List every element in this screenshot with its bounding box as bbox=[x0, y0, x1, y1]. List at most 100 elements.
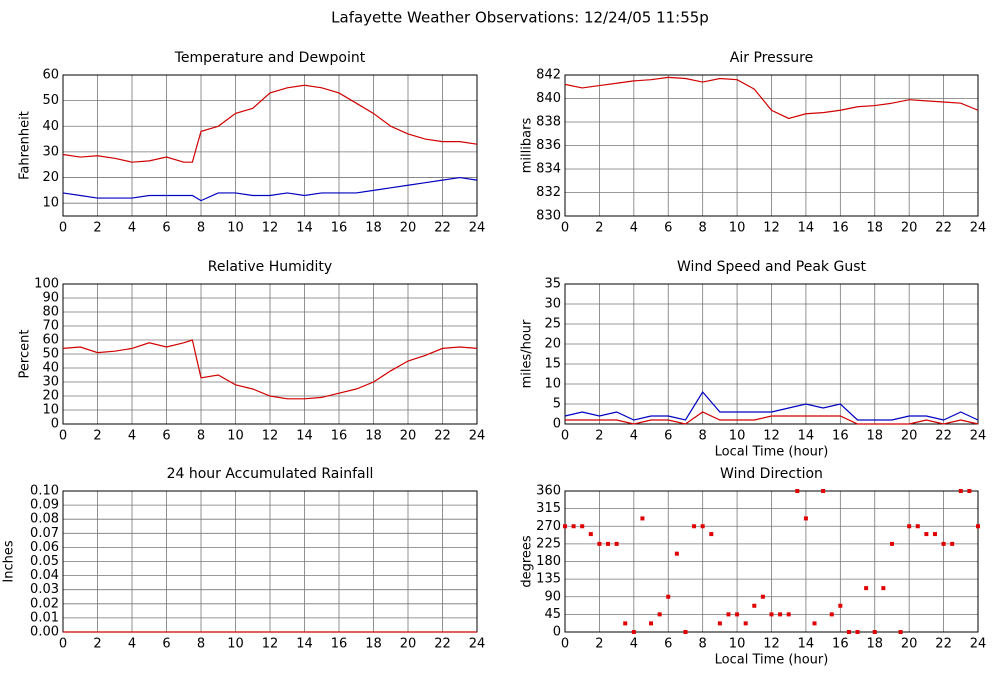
data-point bbox=[907, 524, 912, 529]
x-tick-label: 24 bbox=[469, 637, 486, 652]
x-tick-label: 8 bbox=[699, 637, 707, 652]
data-point bbox=[778, 612, 783, 617]
y-tick-label: 90 bbox=[544, 589, 561, 604]
x-tick-label: 14 bbox=[798, 429, 815, 444]
x-tick-label: 20 bbox=[400, 637, 417, 652]
plot-frame bbox=[62, 283, 478, 425]
x-tick-label: 12 bbox=[763, 221, 780, 236]
data-point bbox=[631, 630, 636, 634]
data-point bbox=[924, 532, 929, 537]
x-tick-label: 18 bbox=[365, 637, 382, 652]
data-line bbox=[62, 339, 478, 400]
x-tick-label: 4 bbox=[630, 429, 638, 444]
y-tick-label: 25 bbox=[544, 317, 561, 332]
y-tick-label: 90 bbox=[42, 291, 59, 306]
x-tick-label: 16 bbox=[331, 429, 348, 444]
data-point bbox=[735, 612, 740, 617]
x-tick-label: 22 bbox=[434, 637, 451, 652]
y-tick-label: 50 bbox=[42, 93, 59, 108]
y-tick-label: 40 bbox=[42, 361, 59, 376]
data-line bbox=[565, 411, 979, 425]
y-tick-label: 70 bbox=[42, 319, 59, 334]
data-point bbox=[967, 489, 972, 493]
y-tick-label: 45 bbox=[544, 607, 561, 622]
data-point bbox=[649, 621, 654, 626]
x-tick-label: 0 bbox=[561, 429, 569, 444]
x-tick-label: 14 bbox=[798, 221, 815, 236]
y-tick-label: 30 bbox=[42, 375, 59, 390]
plot-frame bbox=[62, 74, 478, 217]
data-point bbox=[958, 489, 963, 493]
y-tick-label: 840 bbox=[536, 91, 561, 106]
y-tick-label: 315 bbox=[536, 501, 561, 516]
x-tick-label: 18 bbox=[365, 429, 382, 444]
x-tick-label: 14 bbox=[296, 429, 313, 444]
data-point bbox=[666, 594, 671, 599]
data-point bbox=[752, 603, 757, 608]
x-tick-label: 18 bbox=[365, 221, 382, 236]
x-tick-label: 6 bbox=[162, 637, 170, 652]
x-tick-label: 16 bbox=[832, 221, 849, 236]
data-point bbox=[889, 541, 894, 546]
x-tick-label: 6 bbox=[664, 221, 672, 236]
chart-title: Temperature and Dewpoint bbox=[174, 50, 366, 66]
plot-frame bbox=[564, 490, 979, 633]
data-point bbox=[623, 621, 628, 626]
x-axis-label: Local Time (hour) bbox=[715, 445, 829, 460]
y-tick-label: 270 bbox=[536, 519, 561, 534]
data-point bbox=[795, 489, 800, 493]
y-tick-label: 0.04 bbox=[30, 568, 59, 583]
x-tick-label: 10 bbox=[227, 221, 244, 236]
chart-title: Relative Humidity bbox=[208, 259, 332, 275]
data-point bbox=[821, 489, 826, 493]
data-point bbox=[855, 630, 860, 634]
data-line bbox=[62, 176, 478, 202]
y-tick-label: 842 bbox=[536, 68, 561, 83]
x-tick-label: 0 bbox=[561, 221, 569, 236]
x-tick-label: 20 bbox=[901, 429, 918, 444]
x-tick-label: 20 bbox=[901, 221, 918, 236]
y-tick-label: 832 bbox=[536, 185, 561, 200]
x-tick-label: 12 bbox=[262, 637, 279, 652]
x-tick-label: 6 bbox=[162, 221, 170, 236]
y-tick-label: 0.07 bbox=[30, 526, 59, 541]
y-tick-label: 10 bbox=[42, 196, 59, 211]
x-tick-label: 10 bbox=[227, 429, 244, 444]
data-point bbox=[692, 524, 697, 529]
y-axis-label: degrees bbox=[520, 535, 535, 588]
data-point bbox=[657, 612, 662, 617]
x-tick-label: 16 bbox=[832, 637, 849, 652]
x-tick-label: 0 bbox=[561, 637, 569, 652]
y-tick-label: 20 bbox=[42, 389, 59, 404]
y-tick-label: 0.09 bbox=[30, 498, 59, 513]
x-tick-label: 12 bbox=[262, 429, 279, 444]
x-tick-label: 8 bbox=[699, 429, 707, 444]
x-tick-label: 10 bbox=[227, 637, 244, 652]
y-tick-label: 50 bbox=[42, 347, 59, 362]
data-point bbox=[743, 621, 748, 626]
data-point bbox=[588, 532, 593, 537]
y-tick-label: 20 bbox=[42, 170, 59, 185]
data-line bbox=[62, 84, 478, 163]
y-axis-label: Inches bbox=[2, 540, 17, 582]
x-tick-label: 12 bbox=[763, 637, 780, 652]
y-tick-label: 834 bbox=[536, 162, 561, 177]
x-tick-label: 10 bbox=[729, 637, 746, 652]
data-point bbox=[760, 594, 765, 599]
data-point bbox=[700, 524, 705, 529]
x-tick-label: 16 bbox=[331, 221, 348, 236]
x-tick-label: 12 bbox=[262, 221, 279, 236]
data-point bbox=[726, 612, 731, 617]
x-tick-label: 0 bbox=[59, 637, 67, 652]
x-tick-label: 2 bbox=[595, 429, 603, 444]
x-tick-label: 24 bbox=[970, 221, 987, 236]
data-point bbox=[597, 541, 602, 546]
chart-title: Air Pressure bbox=[730, 50, 813, 66]
x-tick-label: 4 bbox=[128, 221, 136, 236]
x-tick-label: 8 bbox=[197, 637, 205, 652]
y-tick-label: 20 bbox=[544, 337, 561, 352]
y-tick-label: 360 bbox=[536, 484, 561, 499]
y-tick-label: 40 bbox=[42, 119, 59, 134]
y-axis-label: Percent bbox=[18, 330, 33, 379]
x-tick-label: 24 bbox=[469, 429, 486, 444]
